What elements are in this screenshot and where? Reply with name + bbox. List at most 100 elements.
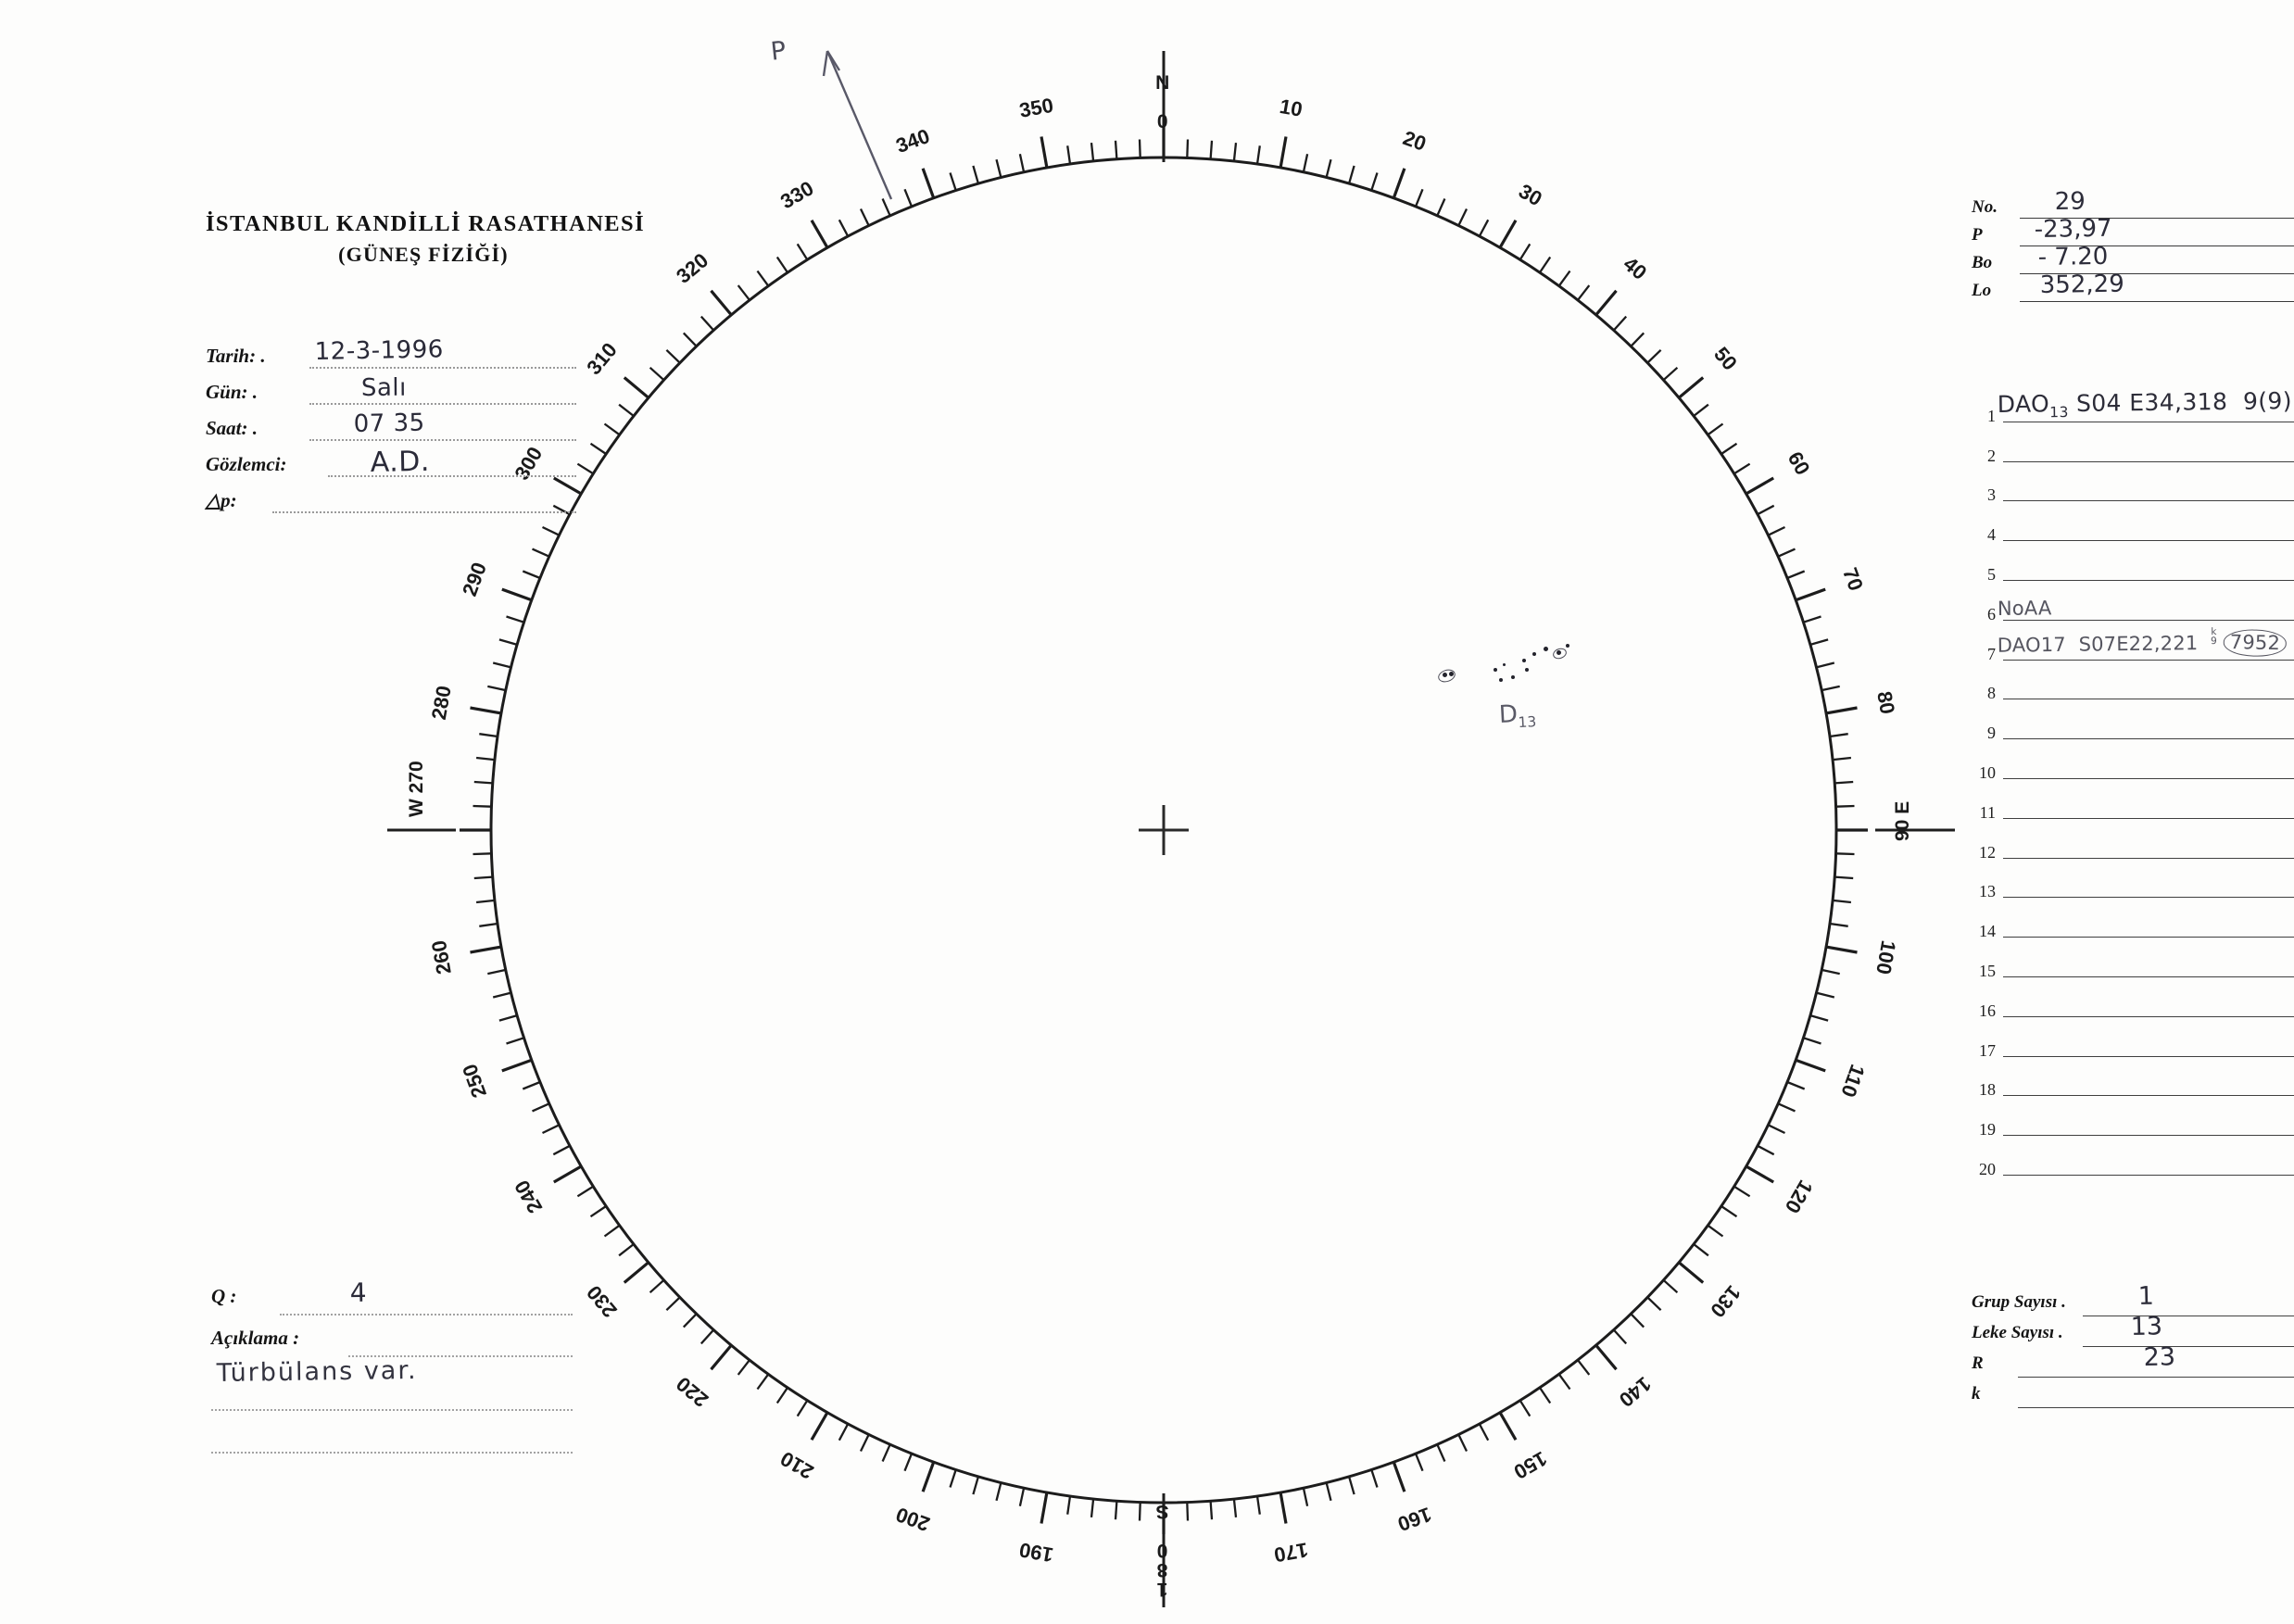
dial-tick-major — [501, 1058, 533, 1073]
dial-tick-major — [1745, 476, 1774, 496]
entry-row[interactable]: 20 — [1972, 1142, 2294, 1182]
dial-tick-major — [1795, 1058, 1826, 1073]
dial-degree-label: 290 — [458, 560, 491, 599]
entry-row[interactable]: 6 NoAA — [1972, 587, 2294, 627]
dial-tick-major — [623, 1261, 649, 1284]
field-q[interactable]: Q : 4 — [211, 1278, 573, 1325]
field-gozlemci[interactable]: Gözlemci: A.D. — [206, 446, 576, 485]
p-angle-label: P — [769, 36, 788, 67]
dial-tick-minor — [1786, 570, 1806, 580]
entry-rule — [2003, 1135, 2294, 1137]
entry-row[interactable]: 4 — [1972, 508, 2294, 548]
dial-tick-minor — [1832, 756, 1852, 762]
dial-degree-label: 110 — [1836, 1062, 1870, 1101]
entry-row[interactable]: 9 — [1972, 706, 2294, 746]
entry-number: 18 — [1979, 1080, 1996, 1100]
entry-row[interactable]: 18 — [1972, 1064, 2294, 1103]
dial-degree-label: 140 — [1615, 1372, 1656, 1412]
entry-rule — [2003, 817, 2294, 819]
dial-tick-minor — [576, 1185, 594, 1198]
entry-rule — [2003, 1015, 2294, 1017]
dial-tick-minor — [775, 256, 788, 273]
dial-tick-minor — [700, 1328, 715, 1345]
entry-number: 20 — [1979, 1159, 1996, 1178]
summary-r-value: 23 — [2143, 1342, 2176, 1372]
entry-row[interactable]: 19 — [1972, 1102, 2294, 1142]
dial-tick-minor — [1821, 685, 1840, 692]
entry-rule — [2003, 579, 2294, 581]
entry-row[interactable]: 1 DAO13 S04 E34,318 9(9) — [1972, 387, 2294, 429]
dial-tick-minor — [1720, 1205, 1738, 1218]
field-delta-p[interactable]: △p: — [206, 485, 576, 522]
sunspot-group-label: D13 — [1498, 700, 1537, 732]
dial-degree-label: 250 — [458, 1061, 491, 1101]
entry-row[interactable]: 8 — [1972, 667, 2294, 707]
param-p[interactable]: P -23,97 — [1972, 215, 2294, 250]
dial-tick-minor — [1370, 172, 1379, 191]
dial-tick-minor — [1539, 1387, 1552, 1404]
entry-row[interactable]: 12 — [1972, 825, 2294, 865]
dial-degree-label: 330 — [776, 176, 817, 213]
dial-degree-label: 50 — [1709, 343, 1742, 375]
param-bo[interactable]: Bo - 7.20 — [1972, 243, 2294, 278]
cardinal-extension-lines — [387, 51, 1955, 1607]
dial-tick-major — [1498, 1411, 1518, 1441]
field-gun[interactable]: Gün: . Salı — [206, 374, 576, 413]
dial-tick-minor — [1302, 154, 1309, 173]
entry-number: 2 — [1987, 446, 1996, 465]
dial-tick-minor — [682, 1313, 698, 1328]
summary-k[interactable]: k — [1972, 1381, 2294, 1412]
dial-tick-minor — [1478, 219, 1490, 237]
dial-tick-minor — [589, 1205, 607, 1218]
field-q-value: 4 — [349, 1277, 367, 1308]
dial-tick-minor — [1138, 1502, 1141, 1521]
dial-tick-minor — [1835, 804, 1855, 808]
dial-tick-minor — [487, 968, 507, 976]
field-aciklama[interactable]: Açıklama : — [211, 1325, 573, 1366]
dial-degree-label: 160 — [1394, 1503, 1434, 1536]
dial-tick-minor — [949, 1469, 957, 1488]
summary-leke-sayisi[interactable]: Leke Sayısı . 13 — [1972, 1312, 2294, 1351]
entry-row[interactable]: 13 — [1972, 865, 2294, 905]
summary-block: Grup Sayısı . 1 Leke Sayısı . 13 R 23 k — [1972, 1282, 2294, 1412]
dial-tick-minor — [498, 1013, 518, 1022]
entry-row[interactable]: 16 — [1972, 984, 2294, 1024]
dial-tick-minor — [682, 332, 698, 347]
dial-tick-minor — [1707, 1224, 1724, 1238]
param-no[interactable]: No. 29 — [1972, 187, 2294, 222]
dial-tick-minor — [1209, 1501, 1214, 1520]
entry-row[interactable]: 2 — [1972, 429, 2294, 469]
summary-r[interactable]: R 23 — [1972, 1342, 2294, 1381]
summary-grup-sayisi[interactable]: Grup Sayısı . 1 — [1972, 1282, 2294, 1320]
dial-tick-minor — [1577, 1359, 1591, 1376]
p-angle-arrow — [822, 50, 893, 200]
field-note-line-1-value: Türbülans var. — [216, 1355, 418, 1388]
field-note-line-2[interactable] — [211, 1420, 573, 1463]
field-gun-rule — [309, 401, 576, 405]
field-tarih[interactable]: Tarih: . 12-3-1996 — [206, 335, 576, 377]
dial-tick-major — [710, 289, 733, 316]
entry-row[interactable]: 11 — [1972, 786, 2294, 825]
entry-row[interactable]: 14 — [1972, 904, 2294, 944]
entry-row[interactable]: 10 — [1972, 746, 2294, 786]
dial-tick-minor — [1519, 243, 1531, 260]
dial-degree-label: 40 — [1619, 252, 1651, 284]
entry-row[interactable]: 3 — [1972, 469, 2294, 509]
field-q-label: Q : — [211, 1285, 237, 1307]
dial-tick-minor — [506, 1037, 524, 1045]
sunspot-entry-list: 1 DAO13 S04 E34,318 9(9) 2 3 4 5 6 NoAA 7 DAO17 S… — [1972, 387, 2294, 1182]
entry-row[interactable]: 17 — [1972, 1024, 2294, 1064]
summary-k-rule — [2018, 1407, 2294, 1408]
field-note-line-1[interactable]: Türbülans var. — [211, 1356, 573, 1420]
param-lo[interactable]: Lo 352,29 — [1972, 271, 2294, 306]
entry-row[interactable]: 15 — [1972, 944, 2294, 984]
field-saat[interactable]: Saat: . 07 35 — [206, 409, 576, 449]
dial-tick-major — [1040, 1492, 1049, 1524]
dial-degree-label: 120 — [1781, 1177, 1818, 1217]
dial-tick-minor — [1809, 1013, 1829, 1022]
dial-tick-minor — [618, 1243, 635, 1257]
entry-row[interactable]: 5 — [1972, 548, 2294, 587]
dial-tick-minor — [532, 548, 550, 558]
cardinal-west-label: W 270 — [406, 761, 427, 817]
